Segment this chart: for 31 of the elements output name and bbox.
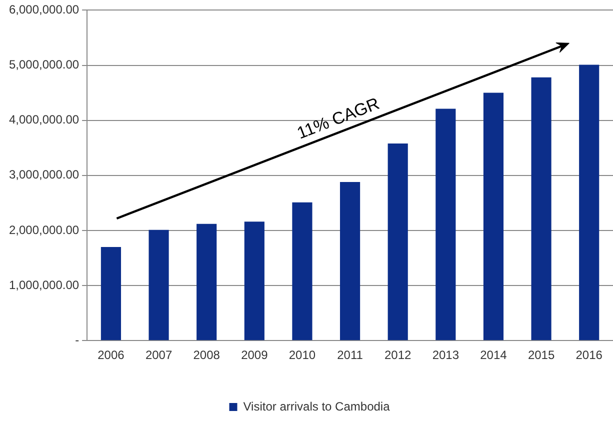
annotation: 11% CAGR	[294, 94, 382, 143]
y-tick-label: 1,000,000.00	[8, 278, 80, 292]
y-tick-label: 4,000,000.00	[8, 112, 80, 127]
bar	[148, 230, 169, 340]
y-tick-label: 3,000,000.00	[8, 168, 80, 182]
y-tick-label: 5,000,000.00	[8, 58, 80, 72]
x-tick-label: 2006	[98, 348, 125, 362]
bar	[436, 108, 456, 340]
y-tick-label: -	[75, 332, 80, 347]
x-tick-label: 2010	[288, 348, 316, 362]
x-tick-label: 2008	[193, 348, 220, 362]
x-tick-label: 2016	[576, 348, 603, 362]
y-tick-label: 6,000,000.00	[8, 2, 80, 17]
x-tick-label: 2014	[480, 348, 508, 362]
x-tick-label: 2007	[145, 348, 172, 362]
bar	[292, 202, 312, 340]
bar	[579, 64, 600, 340]
bar	[388, 143, 408, 340]
x-tick-label: 2009	[241, 348, 268, 362]
bar	[483, 92, 504, 340]
bar	[196, 224, 217, 340]
x-tick-label: 2012	[384, 348, 412, 362]
y-tick-label: 2,000,000.00	[8, 222, 80, 237]
x-tick-label: 2015	[528, 348, 555, 362]
bar	[244, 222, 264, 340]
x-tick-label: 2013	[432, 348, 460, 362]
bar	[531, 77, 552, 340]
bar	[340, 182, 360, 340]
x-tick-label: 2011	[337, 348, 364, 362]
legend-label: Visitor arrivals to Cambodia	[243, 399, 390, 414]
bar	[100, 246, 122, 340]
